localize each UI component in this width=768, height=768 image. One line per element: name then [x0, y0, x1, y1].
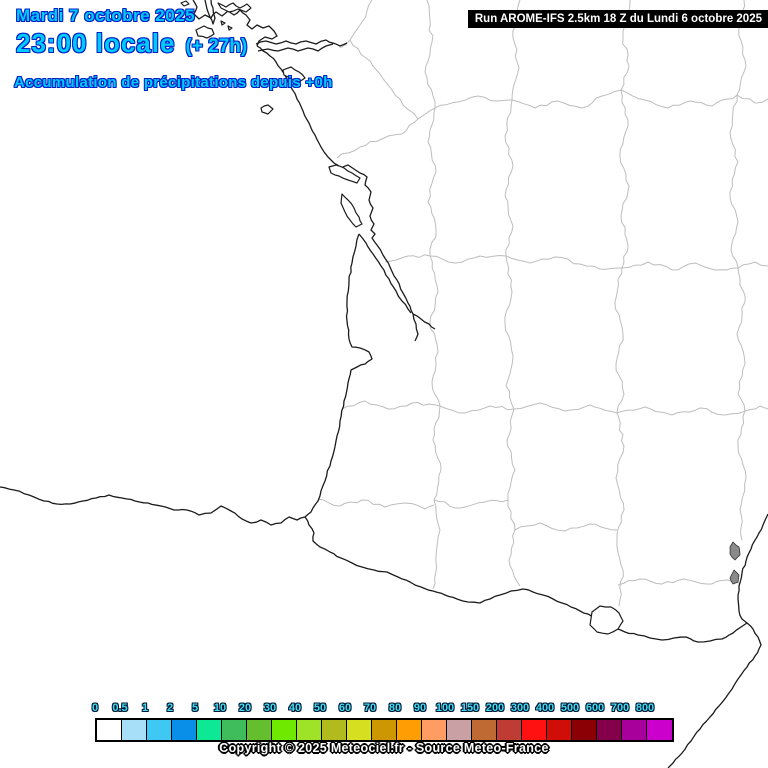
island-outline — [282, 66, 306, 83]
legend-color-bar — [95, 718, 674, 742]
department-boundary — [384, 254, 431, 263]
forecast-header: Mardi 7 octobre 2025 23:00 locale (+ 27h) — [16, 6, 247, 59]
island-outline — [589, 605, 624, 635]
coastline — [412, 313, 436, 330]
department-boundary — [429, 255, 441, 407]
department-boundary — [439, 405, 515, 414]
coastline — [255, 39, 348, 47]
forecast-time-row: 23:00 locale (+ 27h) — [16, 28, 247, 59]
legend-color-swatch — [472, 720, 497, 740]
legend-color-swatch — [397, 720, 422, 740]
legend-color-swatch — [272, 720, 297, 740]
coastline — [667, 513, 768, 768]
department-boundary — [341, 400, 441, 410]
department-boundary — [504, 255, 515, 410]
department-boundary — [729, 94, 739, 269]
department-boundary — [620, 89, 738, 109]
legend-color-swatch — [622, 720, 647, 740]
legend-color-swatch — [347, 720, 372, 740]
coastline — [0, 486, 306, 526]
legend-color-swatch — [122, 720, 147, 740]
island-outline — [220, 20, 226, 26]
legend-color-swatch — [647, 720, 672, 740]
island-outline — [260, 104, 274, 115]
copyright-notice: Copyright © 2025 Meteociel.fr - Source M… — [219, 741, 549, 755]
legend-color-swatch — [372, 720, 397, 740]
legend-color-swatch — [447, 720, 472, 740]
department-boundary — [736, 267, 746, 412]
department-boundary — [621, 261, 739, 271]
department-boundary — [737, 410, 747, 541]
island-outline — [217, 2, 252, 13]
forecast-hour-offset: (+ 27h) — [185, 36, 248, 57]
legend-color-swatch — [147, 720, 172, 740]
department-boundary — [432, 405, 442, 590]
forecast-local-time: 23:00 locale — [16, 28, 176, 58]
legend-color-swatch — [197, 720, 222, 740]
department-boundary — [616, 406, 746, 416]
legend-color-swatch — [422, 720, 447, 740]
department-boundary — [505, 255, 623, 270]
department-boundary — [504, 99, 514, 257]
coastline — [412, 313, 419, 342]
legend-color-swatch — [297, 720, 322, 740]
department-boundary — [434, 95, 513, 109]
department-boundary — [427, 107, 437, 256]
model-run-info: Run AROME-IFS 2.5km 18 Z du Lundi 6 octo… — [467, 10, 768, 28]
department-boundary — [736, 94, 768, 104]
legend-color-swatch — [247, 720, 272, 740]
department-boundary — [514, 522, 618, 532]
island-outline — [227, 25, 233, 31]
island-outline — [180, 0, 190, 7]
department-boundary — [615, 412, 625, 607]
coastline — [304, 233, 373, 518]
coastline — [192, 0, 278, 47]
department-boundary — [424, 0, 436, 108]
department-boundary — [617, 578, 741, 586]
island-outline — [340, 193, 363, 228]
coastline — [358, 233, 412, 314]
legend-color-swatch — [322, 720, 347, 740]
legend-color-swatch — [597, 720, 622, 740]
department-boundary — [619, 89, 630, 269]
department-boundary — [506, 408, 521, 587]
legend-color-swatch — [497, 720, 522, 740]
legend-color-swatch — [547, 720, 572, 740]
coastal-lagoon — [729, 541, 741, 561]
legend-color-swatch — [172, 720, 197, 740]
department-boundary — [511, 89, 622, 109]
legend-color-swatch — [572, 720, 597, 740]
island-outline — [328, 164, 361, 184]
island-outline — [195, 25, 215, 39]
department-boundary — [339, 0, 373, 49]
department-boundary — [317, 498, 435, 510]
department-boundary — [336, 107, 436, 159]
legend-color-swatch — [97, 720, 122, 740]
coastline — [257, 43, 334, 52]
forecast-date: Mardi 7 octobre 2025 — [16, 6, 196, 25]
coastline — [204, 0, 216, 25]
coastline — [256, 45, 414, 315]
legend-color-swatch — [522, 720, 547, 740]
department-boundary — [349, 39, 419, 120]
coastal-lagoon — [729, 569, 740, 585]
map-parameter-title: Accumulation de précipitations depuis +0… — [14, 74, 333, 91]
department-boundary — [744, 405, 768, 412]
department-boundary — [433, 499, 509, 509]
department-boundary — [513, 402, 618, 414]
department-boundary — [429, 255, 507, 264]
department-boundary — [737, 261, 768, 269]
legend-color-swatch — [222, 720, 247, 740]
department-boundary — [614, 267, 625, 414]
coastline — [304, 516, 748, 643]
